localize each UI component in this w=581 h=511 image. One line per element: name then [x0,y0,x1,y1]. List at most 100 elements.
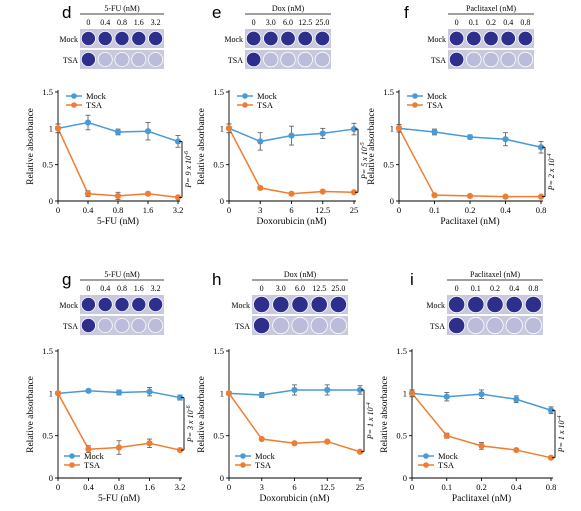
legend-label: TSA [255,460,272,470]
p-value-label: P= 1 x 10-4 [365,402,375,440]
plate-well [329,316,347,335]
legend-label: TSA [438,460,455,470]
x-tick-label: 0.2 [476,482,487,492]
data-point-mock [257,138,264,145]
x-axis-title: Doxorubicin (nM) [257,216,327,227]
x-tick-label: 3.2 [175,482,186,492]
panel-i: i Paclitaxel (nM)0 0.1 0.2 0.4 0.8MockTSA00.5… [380,270,566,504]
plate-well [483,51,499,68]
plate-concentration: 6.0 [283,18,293,27]
data-point-mock [258,391,265,399]
y-tick-label: 1 [403,388,407,398]
plate-well [448,30,465,47]
plate-well [291,295,309,314]
data-point-mock [288,132,295,139]
data-point-tsa [408,390,416,397]
plate-concentration: 0 [86,284,90,293]
plate-well [310,316,328,335]
x-tick-label: 0.2 [465,205,476,215]
plate-well [148,52,164,68]
data-point-mock [547,407,555,414]
x-axis-title: Paclitaxel (nM) [452,493,511,504]
plate-drug-label: 5-FU (nM) [104,270,140,279]
plate-well [448,51,465,68]
data-point-tsa [319,188,326,195]
plate-well [114,296,130,312]
plate-concentration: 0 [260,284,264,293]
plate-row-label: TSA [63,322,78,331]
plate-row-label: Mock [426,301,445,310]
legend-label: Mock [84,451,105,461]
p-value-exponent: -5 [360,142,366,147]
plate-well [505,316,523,335]
legend-label: TSA [257,100,274,110]
x-tick-label: 1.6 [143,205,154,215]
plate-well [483,30,499,47]
p-value-text: P= 3 x 10 [186,410,195,443]
y-tick-label: 1 [390,123,394,133]
y-tick-label: 0.5 [396,431,407,441]
data-point-tsa [225,390,233,397]
x-tick-label: 25 [356,482,365,492]
p-value-exponent: -4 [365,402,372,407]
data-point-tsa [356,448,364,455]
plate-concentration: 0.2 [486,18,496,27]
data-point-mock [84,119,92,126]
plate-well [97,52,113,68]
y-tick-label: 1.5 [383,87,394,97]
data-point-tsa [443,432,450,439]
plate-well [253,316,271,335]
data-point-mock [319,130,326,137]
panel-letter: d [62,3,71,22]
panel-e: e Dox (nM)0 3.0 6.0 12.5 25.0MockTSA00.511.50… [197,3,369,227]
plate-concentration: 0.1 [469,18,479,27]
plate-well [297,30,313,47]
p-value-label: P= 2 x 10-4 [546,154,556,192]
panel-letter: i [410,270,414,289]
data-point-mock [176,394,184,401]
y-axis-title: Relative absorbance [197,108,207,185]
y-tick-label: 1.5 [42,346,53,356]
p-value-label: P= 5 x 10-5 [360,142,369,180]
x-tick-label: 0 [227,205,231,215]
data-point-tsa [324,438,331,445]
plate-concentration: 0.8 [117,18,127,27]
plate-well [245,51,262,68]
x-tick-label: 0.1 [441,482,452,492]
plate-concentration: 0.8 [117,284,127,293]
plate-concentration: 12.5 [312,284,326,293]
legend-swatch-marker [69,453,75,459]
plate-well [467,316,485,335]
data-point-mock [350,125,358,133]
x-tick-label: 0.8 [114,482,125,492]
p-value-text: P= 9 x 10 [184,156,193,189]
p-value-exponent: -6 [184,151,190,156]
legend-label: Mock [427,91,448,101]
plate-row-label: Mock [231,301,250,310]
plate-row-label: TSA [63,56,78,65]
plate-well [280,30,296,47]
plate-concentration: 0 [252,18,256,27]
plate-well [114,317,130,333]
panel-letter: f [404,3,409,22]
plate-well [466,30,482,47]
data-point-mock [443,393,450,400]
data-point-tsa [174,194,182,201]
data-point-mock [146,388,153,395]
plate-row-label: TSA [430,322,445,331]
x-tick-label: 12.5 [320,482,335,492]
plate-well [291,316,309,335]
x-tick-label: 0.4 [500,205,511,215]
x-tick-label: 0 [56,205,60,215]
x-tick-label: 0.8 [546,482,557,492]
y-tick-label: 0.5 [42,160,53,170]
y-tick-label: 1.5 [213,87,224,97]
plate-concentration: 3.0 [276,284,286,293]
data-point-tsa [54,125,62,132]
plate-well [114,52,130,68]
y-tick-label: 0 [220,473,224,483]
data-point-mock [144,128,152,135]
plate-well [80,296,96,312]
legend-label: TSA [86,100,103,110]
